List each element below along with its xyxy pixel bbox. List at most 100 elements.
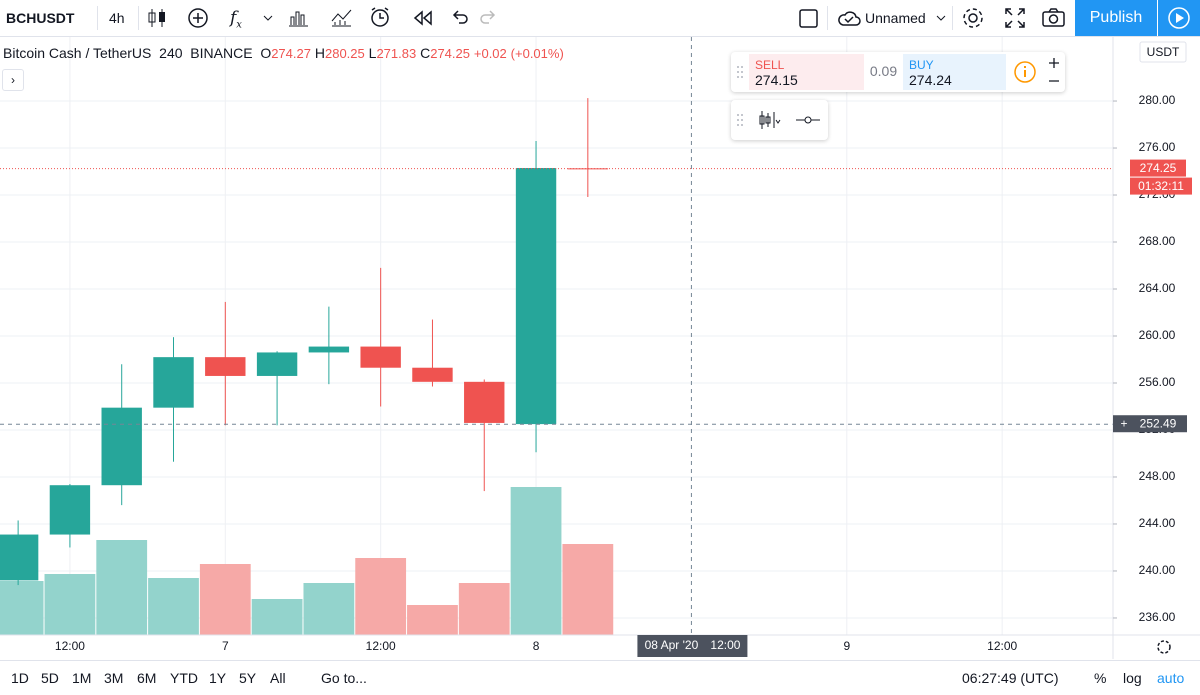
dropdown-icon[interactable] xyxy=(935,12,947,48)
axis-settings-icon[interactable] xyxy=(1157,640,1171,654)
range-button[interactable]: YTD xyxy=(170,670,198,686)
currency-label: USDT xyxy=(1147,45,1180,59)
separator xyxy=(97,6,98,30)
drawing-tools xyxy=(731,100,828,140)
sell-button[interactable]: SELL 274.15 xyxy=(749,54,864,90)
separator xyxy=(952,6,953,30)
y-tick-label: 248.00 xyxy=(1139,469,1176,483)
publish-button[interactable]: Publish xyxy=(1075,0,1157,36)
y-tick-label: 268.00 xyxy=(1139,234,1176,248)
bars-tool[interactable] xyxy=(757,109,781,131)
price-axis xyxy=(1113,37,1200,659)
compare-icon[interactable] xyxy=(186,6,210,42)
x-tick-label: 12:00 xyxy=(55,639,85,653)
volume-bar xyxy=(355,558,407,635)
high-label: H xyxy=(314,45,325,61)
x-tick-label: 7 xyxy=(222,639,229,653)
gear-ring xyxy=(1157,640,1171,654)
goto-button[interactable]: Go to... xyxy=(321,670,367,686)
settings-icon[interactable] xyxy=(961,6,985,42)
fullscreen-icon[interactable] xyxy=(1003,6,1027,42)
range-button[interactable]: 6M xyxy=(137,670,157,686)
y-tick-label: 260.00 xyxy=(1139,328,1176,342)
range-button[interactable]: 1D xyxy=(11,670,29,686)
chart-type-icon[interactable] xyxy=(146,6,168,42)
candle-body xyxy=(515,167,557,425)
low-label: L xyxy=(368,45,377,61)
volume-bar xyxy=(44,574,96,635)
currency-box xyxy=(1139,41,1187,63)
volume-bar xyxy=(458,583,510,635)
candle-body xyxy=(567,168,609,170)
redo-icon[interactable] xyxy=(478,6,498,42)
auto-button[interactable]: auto xyxy=(1157,670,1185,686)
y-tick-label: 256.00 xyxy=(1139,375,1176,389)
trade-widget: SELL 274.15 0.09 BUY 274.24 xyxy=(731,52,1065,92)
volume-bar xyxy=(148,578,199,635)
y-tick-label: 244.00 xyxy=(1139,516,1176,530)
dropdown-icon[interactable] xyxy=(262,12,274,48)
layout-name[interactable]: Unnamed xyxy=(865,10,926,26)
drag-handle[interactable] xyxy=(736,65,744,79)
candle-body xyxy=(49,485,91,535)
buy-button[interactable]: BUY 274.24 xyxy=(903,54,1006,90)
change: +0.02 xyxy=(473,46,507,61)
y-tick-label: 276.00 xyxy=(1139,140,1176,154)
candle-body xyxy=(256,352,298,376)
range-button[interactable]: All xyxy=(270,670,286,686)
exchange: BINANCE xyxy=(190,45,253,61)
play-button[interactable] xyxy=(1158,0,1200,36)
candle-body xyxy=(464,381,505,423)
x-tick-label: 12:00 xyxy=(987,639,1017,653)
volume-bar xyxy=(251,599,303,635)
undo-icon[interactable] xyxy=(450,6,470,42)
x-tick-label: 9 xyxy=(843,639,850,653)
bottom-toolbar: 1D 5D 1M 3M 6M YTD 1Y 5Y All Go to... 06:27:49 (UT… xyxy=(0,660,1200,695)
open-label: O xyxy=(260,45,272,61)
range-button[interactable]: 1M xyxy=(72,670,92,686)
fullscreen-toggle[interactable] xyxy=(798,8,820,44)
info-icon[interactable] xyxy=(1013,60,1037,84)
candle-body xyxy=(360,346,401,368)
indicators-icon[interactable]: fx xyxy=(230,8,242,31)
candle-body xyxy=(205,357,246,376)
countdown-box xyxy=(1130,177,1192,195)
sell-price: 274.15 xyxy=(755,72,798,88)
snapshot-icon[interactable] xyxy=(1041,6,1067,42)
cloud-icon[interactable] xyxy=(836,7,862,43)
studies-icon[interactable] xyxy=(329,6,353,42)
range-button[interactable]: 3M xyxy=(104,670,124,686)
play-icon xyxy=(1168,7,1190,29)
replay-icon[interactable] xyxy=(412,6,434,42)
volume-bar xyxy=(407,605,458,635)
crosshair-date-label: 08 Apr '20 xyxy=(645,638,699,652)
volume-bar xyxy=(562,544,614,635)
line-tool[interactable] xyxy=(795,114,821,126)
symbol-name: Bitcoin Cash / TetherUS xyxy=(3,45,152,61)
candle-body xyxy=(412,367,453,382)
legend: Bitcoin Cash / TetherUS 240 BINANCE O274… xyxy=(3,45,564,61)
buy-label: BUY xyxy=(909,58,934,72)
open-value: 274.27 xyxy=(271,46,311,61)
x-tick-label: 8 xyxy=(533,639,540,653)
percent-button[interactable]: % xyxy=(1094,670,1107,686)
range-button[interactable]: 5D xyxy=(41,670,59,686)
interval-button[interactable]: 4h xyxy=(109,10,125,26)
high-value: 280.25 xyxy=(324,46,365,61)
alert-icon[interactable] xyxy=(368,5,394,41)
range-button[interactable]: 1Y xyxy=(209,670,227,686)
log-button[interactable]: log xyxy=(1123,670,1142,686)
low-value: 271.83 xyxy=(376,46,417,61)
expand-button[interactable]: › xyxy=(2,69,24,91)
templates-icon[interactable] xyxy=(286,6,310,42)
separator xyxy=(138,6,139,30)
symbol-button[interactable]: BCHUSDT xyxy=(6,10,75,26)
countdown-label: 01:32:11 xyxy=(1138,179,1184,193)
quantity-buttons[interactable] xyxy=(1047,56,1061,88)
range-button[interactable]: 5Y xyxy=(239,670,257,686)
volume-bar xyxy=(510,487,562,635)
close-value: 274.25 xyxy=(430,46,470,61)
drag-handle[interactable] xyxy=(736,113,744,127)
crosshair-price-box xyxy=(1113,415,1187,433)
